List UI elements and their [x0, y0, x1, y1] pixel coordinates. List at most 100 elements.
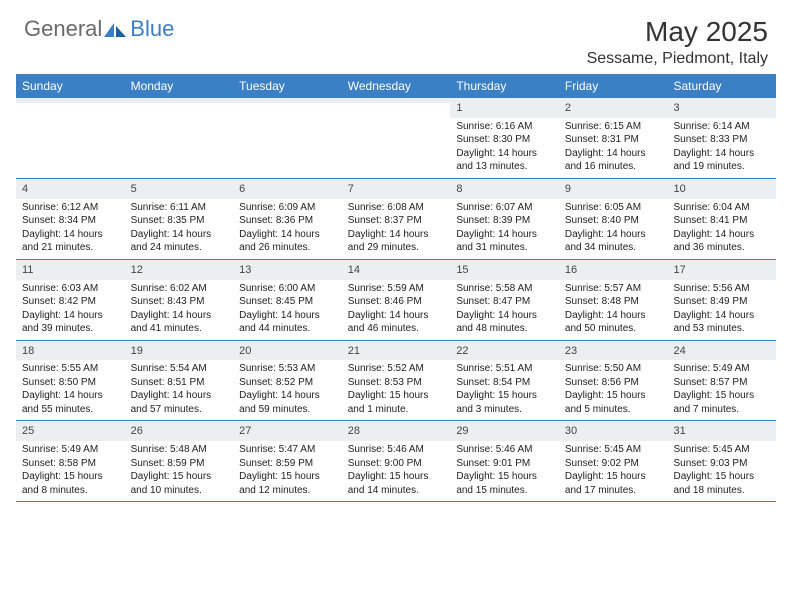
day-line: Sunset: 8:56 PM [565, 376, 662, 390]
day-line: Sunrise: 5:46 AM [456, 443, 553, 457]
day-line: Sunset: 9:00 PM [348, 457, 445, 471]
day-content: Sunrise: 5:52 AMSunset: 8:53 PMDaylight:… [342, 360, 451, 416]
day-line: Sunset: 8:53 PM [348, 376, 445, 390]
day-line: Sunset: 8:46 PM [348, 295, 445, 309]
day-line: Sunset: 8:52 PM [239, 376, 336, 390]
day-line: and 14 minutes. [348, 484, 445, 498]
day-line: Sunrise: 5:46 AM [348, 443, 445, 457]
day-line: and 48 minutes. [456, 322, 553, 336]
day-line: and 8 minutes. [22, 484, 119, 498]
day-header-cell: Tuesday [233, 74, 342, 98]
day-line: Daylight: 15 hours [565, 389, 662, 403]
day-cell: 27Sunrise: 5:47 AMSunset: 8:59 PMDayligh… [233, 421, 342, 501]
day-line: Sunrise: 6:07 AM [456, 201, 553, 215]
day-line: Sunrise: 5:47 AM [239, 443, 336, 457]
day-line: and 21 minutes. [22, 241, 119, 255]
day-number: 24 [667, 341, 776, 361]
day-line: Daylight: 14 hours [22, 228, 119, 242]
week-row: 11Sunrise: 6:03 AMSunset: 8:42 PMDayligh… [16, 260, 776, 341]
day-line: Sunset: 8:40 PM [565, 214, 662, 228]
day-line: Daylight: 14 hours [456, 147, 553, 161]
day-line: Sunrise: 6:03 AM [22, 282, 119, 296]
day-line: Sunrise: 5:45 AM [565, 443, 662, 457]
day-number: 9 [559, 179, 668, 199]
day-line: Daylight: 14 hours [673, 309, 770, 323]
day-line: Sunrise: 6:02 AM [131, 282, 228, 296]
day-number: 25 [16, 421, 125, 441]
day-cell: 8Sunrise: 6:07 AMSunset: 8:39 PMDaylight… [450, 179, 559, 259]
day-line: Sunset: 8:59 PM [239, 457, 336, 471]
day-line: and 24 minutes. [131, 241, 228, 255]
day-line: Daylight: 14 hours [565, 309, 662, 323]
day-number: 26 [125, 421, 234, 441]
day-number: 27 [233, 421, 342, 441]
day-cell [16, 98, 125, 178]
day-line: Sunset: 8:59 PM [131, 457, 228, 471]
day-number: 17 [667, 260, 776, 280]
day-line: Sunset: 9:02 PM [565, 457, 662, 471]
day-line: Sunrise: 5:51 AM [456, 362, 553, 376]
day-content: Sunrise: 6:15 AMSunset: 8:31 PMDaylight:… [559, 118, 668, 174]
day-line: Sunrise: 5:56 AM [673, 282, 770, 296]
day-cell: 18Sunrise: 5:55 AMSunset: 8:50 PMDayligh… [16, 341, 125, 421]
day-line: and 1 minute. [348, 403, 445, 417]
day-content: Sunrise: 5:51 AMSunset: 8:54 PMDaylight:… [450, 360, 559, 416]
week-row: 18Sunrise: 5:55 AMSunset: 8:50 PMDayligh… [16, 341, 776, 422]
day-header-cell: Monday [125, 74, 234, 98]
day-content: Sunrise: 5:58 AMSunset: 8:47 PMDaylight:… [450, 280, 559, 336]
day-line: Daylight: 15 hours [348, 389, 445, 403]
day-line: Sunrise: 5:49 AM [22, 443, 119, 457]
day-line: Sunrise: 6:09 AM [239, 201, 336, 215]
day-content: Sunrise: 5:59 AMSunset: 8:46 PMDaylight:… [342, 280, 451, 336]
day-line: Daylight: 14 hours [131, 309, 228, 323]
day-number: 29 [450, 421, 559, 441]
day-content: Sunrise: 6:00 AMSunset: 8:45 PMDaylight:… [233, 280, 342, 336]
day-line: Daylight: 14 hours [565, 147, 662, 161]
day-header-cell: Saturday [667, 74, 776, 98]
day-line: Sunset: 8:57 PM [673, 376, 770, 390]
day-line: Sunset: 8:43 PM [131, 295, 228, 309]
day-number: 21 [342, 341, 451, 361]
day-cell: 21Sunrise: 5:52 AMSunset: 8:53 PMDayligh… [342, 341, 451, 421]
day-line: Daylight: 14 hours [22, 389, 119, 403]
day-line: Daylight: 14 hours [131, 228, 228, 242]
day-line: Daylight: 14 hours [565, 228, 662, 242]
day-number: 8 [450, 179, 559, 199]
day-cell: 6Sunrise: 6:09 AMSunset: 8:36 PMDaylight… [233, 179, 342, 259]
day-number: 22 [450, 341, 559, 361]
day-line: Daylight: 15 hours [673, 470, 770, 484]
day-line: Sunrise: 5:52 AM [348, 362, 445, 376]
day-content: Sunrise: 6:08 AMSunset: 8:37 PMDaylight:… [342, 199, 451, 255]
day-line: and 3 minutes. [456, 403, 553, 417]
day-cell: 3Sunrise: 6:14 AMSunset: 8:33 PMDaylight… [667, 98, 776, 178]
day-cell: 1Sunrise: 6:16 AMSunset: 8:30 PMDaylight… [450, 98, 559, 178]
day-cell: 12Sunrise: 6:02 AMSunset: 8:43 PMDayligh… [125, 260, 234, 340]
day-cell: 10Sunrise: 6:04 AMSunset: 8:41 PMDayligh… [667, 179, 776, 259]
day-line: and 15 minutes. [456, 484, 553, 498]
day-cell: 4Sunrise: 6:12 AMSunset: 8:34 PMDaylight… [16, 179, 125, 259]
day-content [342, 103, 451, 151]
day-content: Sunrise: 5:49 AMSunset: 8:57 PMDaylight:… [667, 360, 776, 416]
day-content: Sunrise: 6:12 AMSunset: 8:34 PMDaylight:… [16, 199, 125, 255]
day-number: 23 [559, 341, 668, 361]
day-cell: 19Sunrise: 5:54 AMSunset: 8:51 PMDayligh… [125, 341, 234, 421]
day-content [233, 103, 342, 151]
day-line: Sunrise: 5:53 AM [239, 362, 336, 376]
day-line: Sunrise: 6:11 AM [131, 201, 228, 215]
day-number: 2 [559, 98, 668, 118]
day-line: Daylight: 14 hours [348, 228, 445, 242]
day-line: Sunrise: 6:08 AM [348, 201, 445, 215]
day-cell: 16Sunrise: 5:57 AMSunset: 8:48 PMDayligh… [559, 260, 668, 340]
day-content: Sunrise: 6:09 AMSunset: 8:36 PMDaylight:… [233, 199, 342, 255]
day-cell: 30Sunrise: 5:45 AMSunset: 9:02 PMDayligh… [559, 421, 668, 501]
day-line: Daylight: 14 hours [131, 389, 228, 403]
day-line: Sunrise: 6:16 AM [456, 120, 553, 134]
day-line: Sunset: 8:54 PM [456, 376, 553, 390]
day-line: Sunrise: 6:15 AM [565, 120, 662, 134]
day-line: and 44 minutes. [239, 322, 336, 336]
day-header-cell: Thursday [450, 74, 559, 98]
day-number: 15 [450, 260, 559, 280]
day-line: Daylight: 15 hours [22, 470, 119, 484]
day-line: Sunrise: 6:12 AM [22, 201, 119, 215]
day-content: Sunrise: 6:05 AMSunset: 8:40 PMDaylight:… [559, 199, 668, 255]
